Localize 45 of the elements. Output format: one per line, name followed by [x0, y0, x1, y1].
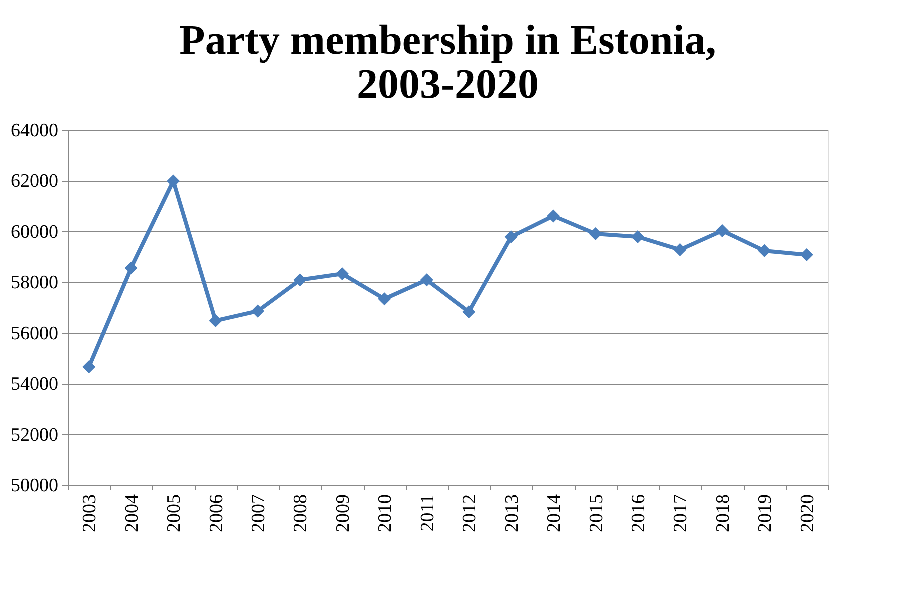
point: [167, 174, 180, 188]
y-tick-label: 50000: [11, 476, 58, 496]
point: [716, 224, 729, 238]
x-tick-label: 2005: [164, 494, 186, 532]
point: [82, 360, 96, 374]
x-tick-label: 2006: [206, 494, 228, 532]
point: [589, 227, 602, 240]
x-tick-label: 2007: [248, 494, 270, 532]
point: [420, 274, 434, 287]
point: [294, 274, 307, 287]
x-tick-label: 2014: [544, 494, 566, 532]
x-tick-label: 2012: [460, 494, 481, 532]
x-tick-label: 2004: [122, 494, 143, 532]
x-tick-label: 2011: [417, 494, 438, 532]
x-tick-label: 2003: [80, 494, 101, 532]
x-tick-label: 2015: [586, 494, 608, 532]
point: [378, 292, 392, 306]
chart-title: Party membership in Estonia, 2003-2020: [180, 18, 716, 108]
point: [800, 248, 814, 262]
point: [462, 306, 476, 319]
point: [251, 304, 265, 318]
point: [124, 262, 138, 275]
x-tick-label: 2009: [332, 494, 354, 532]
x-tick-label: 2019: [755, 494, 776, 532]
point: [674, 243, 687, 256]
y-tick-label: 58000: [11, 272, 58, 294]
point: [336, 268, 349, 281]
y-tick-label: 62000: [11, 171, 58, 192]
x-tick-label: 2020: [797, 494, 818, 532]
x-tick-label: 2018: [712, 494, 734, 532]
x-tick-label: 2016: [628, 494, 650, 532]
y-tick-label: 54000: [11, 374, 58, 396]
y-tick-label: 56000: [11, 323, 58, 344]
point: [209, 314, 222, 328]
x-tick-label: 2008: [290, 494, 312, 532]
y-tick-label: 60000: [11, 222, 58, 243]
point: [631, 230, 645, 244]
x-tick-label: 2017: [670, 494, 692, 532]
y-tick-label: 64000: [11, 120, 58, 142]
point: [547, 210, 560, 223]
x-tick-label: 2013: [502, 494, 523, 532]
point: [758, 244, 772, 258]
point: [504, 230, 518, 244]
y-tick-label: 52000: [11, 424, 58, 446]
x-tick-label: 2010: [375, 494, 396, 532]
